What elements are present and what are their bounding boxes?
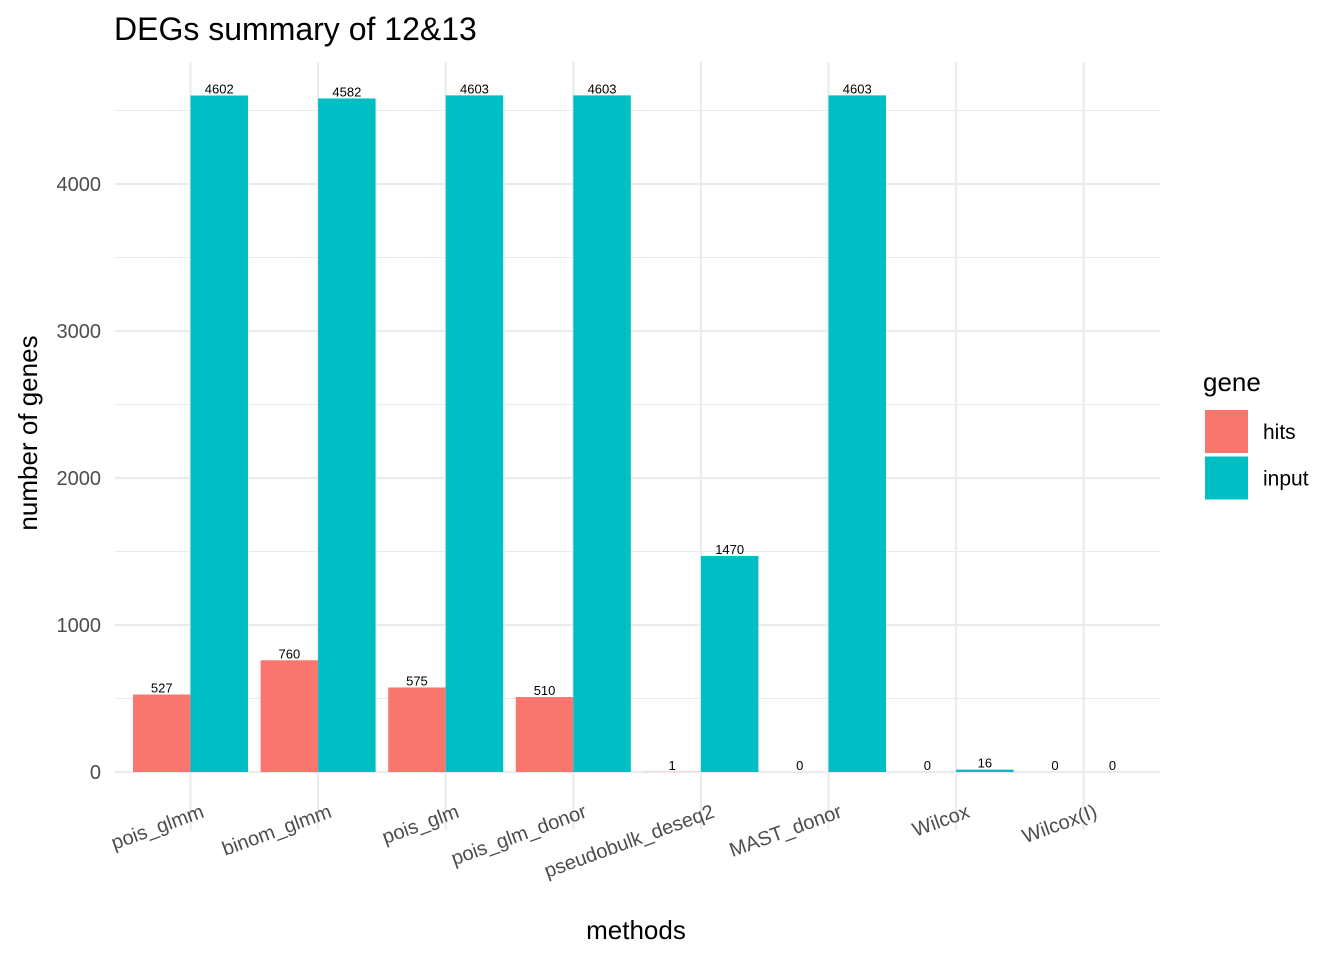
x-tick-label: Wilcox bbox=[910, 801, 973, 842]
data-label-hits-pois_glm: 575 bbox=[406, 673, 428, 688]
legend-label-input: input bbox=[1263, 468, 1309, 491]
y-tick-label: 4000 bbox=[57, 174, 102, 196]
bar-input-pois_glm bbox=[445, 95, 504, 772]
legend: gene hits input bbox=[1203, 367, 1309, 500]
data-label-input-pois_glmm: 4602 bbox=[205, 82, 234, 97]
data-labels: 527 4602 760 4582 575 4603 510 4603 1 1470 0 4603 0 1… bbox=[151, 81, 1116, 773]
y-axis-title: number of genes bbox=[13, 335, 43, 530]
x-tick-label: Wilcox(I) bbox=[1019, 801, 1100, 848]
bar-input-pseudobulk_deseq2 bbox=[700, 555, 759, 772]
bar-input-MAST_donor bbox=[828, 95, 886, 772]
x-tick-label: pois_glmm bbox=[108, 801, 206, 855]
x-tick-label: pois_glm bbox=[379, 801, 462, 849]
data-label-hits-pois_glmm: 527 bbox=[151, 681, 173, 696]
data-label-hits-Wilcox(I): 0 bbox=[1051, 758, 1058, 773]
data-label-input-Wilcox(I): 0 bbox=[1109, 758, 1116, 773]
bar-input-binom_glmm bbox=[318, 98, 376, 773]
bar-hits-binom_glmm bbox=[260, 660, 319, 772]
y-tick-label: 3000 bbox=[57, 321, 102, 343]
data-label-hits-binom_glmm: 760 bbox=[278, 646, 300, 661]
chart-title: DEGs summary of 12&13 bbox=[114, 11, 477, 47]
x-tick-label: binom_glmm bbox=[219, 801, 334, 861]
legend-label-hits: hits bbox=[1263, 421, 1296, 444]
bar-input-pois_glmm bbox=[190, 95, 248, 773]
legend-swatch-hits bbox=[1205, 410, 1248, 453]
x-axis-title: methods bbox=[586, 915, 686, 945]
data-label-input-pois_glm_donor: 4603 bbox=[588, 81, 617, 96]
data-label-input-pseudobulk_deseq2: 1470 bbox=[715, 542, 744, 557]
bar-hits-pois_glm bbox=[388, 687, 446, 772]
bar-hits-pois_glmm bbox=[133, 694, 191, 772]
legend-swatch-input bbox=[1205, 456, 1248, 500]
x-tick-label: MAST_donor bbox=[727, 801, 846, 862]
legend-title: gene bbox=[1203, 367, 1261, 397]
data-label-input-binom_glmm: 4582 bbox=[332, 84, 361, 99]
x-axis-ticks: pois_glmm binom_glmm pois_glmpois_glm_dono… bbox=[108, 801, 1100, 883]
data-label-input-MAST_donor: 4603 bbox=[843, 81, 872, 96]
bar-input-pois_glm_donor bbox=[573, 95, 631, 772]
y-tick-label: 1000 bbox=[57, 615, 102, 637]
y-axis-ticks: 0 1000 2000 3000 4000 bbox=[57, 174, 102, 784]
bar-hits-pois_glm_donor bbox=[515, 697, 574, 772]
data-label-input-Wilcox: 16 bbox=[978, 756, 992, 771]
data-label-hits-MAST_donor: 0 bbox=[796, 758, 803, 773]
data-label-hits-pois_glm_donor: 510 bbox=[534, 683, 556, 698]
y-tick-label: 2000 bbox=[57, 468, 102, 490]
y-tick-label: 0 bbox=[90, 762, 101, 784]
data-label-hits-pseudobulk_deseq2: 1 bbox=[669, 758, 676, 773]
bars bbox=[133, 95, 1014, 773]
data-label-input-pois_glm: 4603 bbox=[460, 81, 489, 96]
data-label-hits-Wilcox: 0 bbox=[924, 758, 931, 773]
bar-input-Wilcox bbox=[956, 769, 1014, 772]
